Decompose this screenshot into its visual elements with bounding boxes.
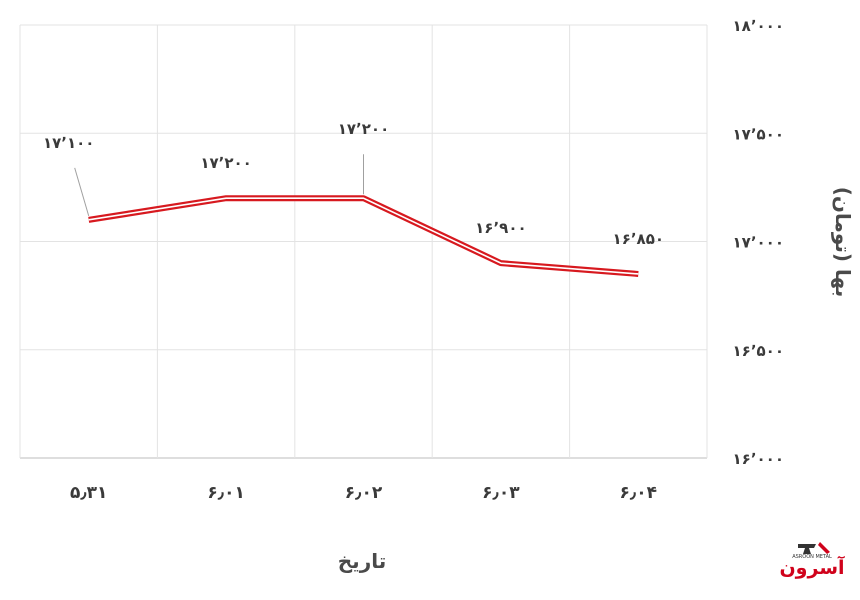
y-tick-label: ۱۷٬۰۰۰ [733,234,784,252]
x-tick-label: ۶٫۰۲ [345,483,383,503]
y-tick-label: ۱۶٬۰۰۰ [733,450,784,468]
x-tick-label: ۵٫۳۱ [70,483,107,503]
anvil-icon [798,542,830,554]
x-axis-title: تاریخ [338,549,386,573]
data-label: ۱۷٬۲۰۰ [200,154,251,172]
y-tick-label: ۱۸٬۰۰۰ [733,17,784,35]
label-leader-lines [74,154,364,216]
leader-line [74,167,90,216]
logo-sub: ASROON METAL [792,554,832,560]
series-line-outer [88,195,639,277]
data-label: ۱۷٬۲۰۰ [338,120,389,138]
y-tick-label: ۱۷٬۵۰۰ [733,125,784,143]
asroon-logo: آسرون ASROON METAL [779,542,845,579]
data-label: ۱۶٬۹۰۰ [475,219,526,237]
x-tick-label: ۶٫۰۱ [207,483,244,503]
y-tick-label: ۱۶٬۵۰۰ [733,342,784,360]
logo-name: آسرون [779,555,845,579]
x-tick-label: ۶٫۰۴ [620,483,657,503]
data-labels: ۱۷٬۱۰۰ ۱۷٬۲۰۰ ۱۷٬۲۰۰ ۱۶٬۹۰۰ ۱۶٬۸۵۰ [43,120,664,248]
price-series [88,195,639,277]
x-tick-label: ۶٫۰۳ [482,483,520,503]
x-axis-tick-labels: ۵٫۳۱ ۶٫۰۱ ۶٫۰۲ ۶٫۰۳ ۶٫۰۴ [70,483,657,503]
grid-lines [19,24,708,459]
y-axis-tick-labels: ۱۶٬۰۰۰ ۱۶٬۵۰۰ ۱۷٬۰۰۰ ۱۷٬۵۰۰ ۱۸٬۰۰۰ [733,17,784,468]
y-axis-title: بها (تومان) [831,187,855,297]
data-label: ۱۶٬۸۵۰ [613,230,664,248]
data-label: ۱۷٬۱۰۰ [43,134,94,152]
